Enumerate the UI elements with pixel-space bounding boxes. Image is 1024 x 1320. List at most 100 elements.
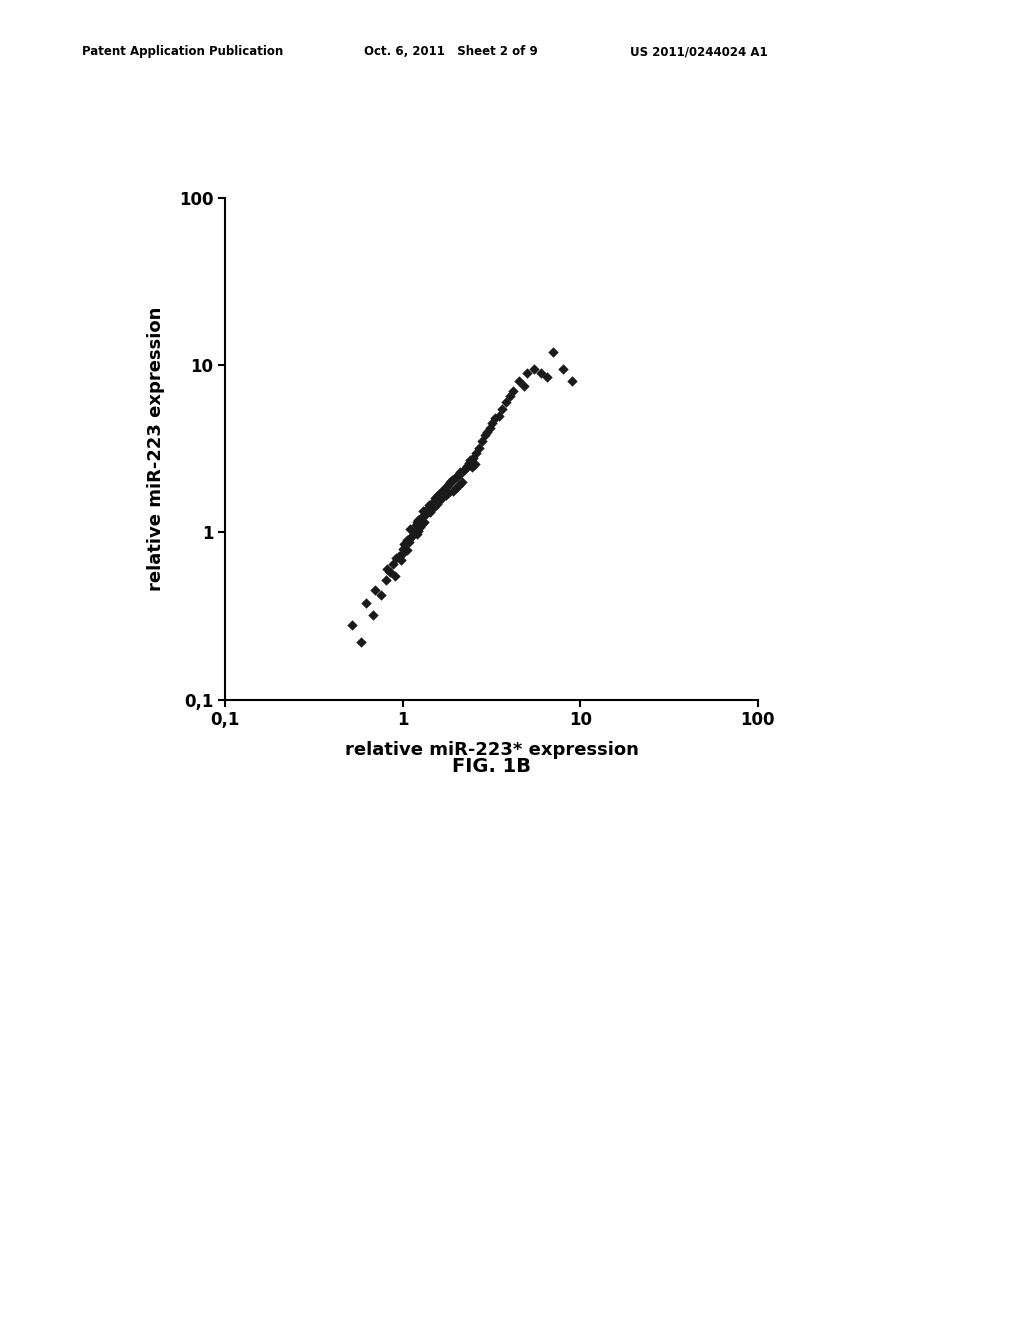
Point bbox=[518, 362, 535, 383]
Point bbox=[436, 477, 453, 498]
Point bbox=[461, 453, 477, 474]
Point bbox=[414, 513, 430, 535]
Point bbox=[446, 469, 463, 490]
Point bbox=[410, 510, 426, 531]
Point bbox=[418, 504, 434, 525]
Point bbox=[494, 399, 510, 420]
Point bbox=[412, 508, 428, 529]
Point bbox=[545, 342, 561, 363]
Point bbox=[352, 632, 369, 653]
Point bbox=[457, 458, 473, 479]
Point bbox=[476, 425, 493, 446]
Point bbox=[505, 380, 521, 401]
Point bbox=[423, 499, 439, 520]
Point bbox=[416, 512, 432, 533]
Point bbox=[406, 521, 422, 543]
Point bbox=[442, 471, 459, 492]
Point bbox=[373, 585, 389, 606]
Point bbox=[539, 367, 555, 388]
Point bbox=[564, 371, 581, 392]
Point bbox=[394, 539, 411, 560]
Point bbox=[390, 545, 407, 566]
Point bbox=[421, 495, 437, 516]
Point bbox=[439, 475, 456, 496]
Point bbox=[459, 455, 475, 477]
Point bbox=[452, 463, 468, 484]
Point bbox=[468, 442, 484, 463]
Point bbox=[428, 494, 444, 515]
Point bbox=[357, 593, 374, 614]
Text: Patent Application Publication: Patent Application Publication bbox=[82, 45, 284, 58]
Point bbox=[449, 466, 465, 487]
Point bbox=[433, 482, 450, 503]
Point bbox=[394, 543, 411, 564]
Point bbox=[420, 498, 436, 519]
Point bbox=[471, 437, 487, 458]
Point bbox=[532, 362, 549, 383]
Point bbox=[467, 454, 483, 475]
Point bbox=[449, 477, 465, 498]
Point bbox=[409, 512, 425, 533]
Point bbox=[451, 474, 467, 495]
Point bbox=[511, 371, 527, 392]
Point bbox=[430, 491, 446, 512]
Point bbox=[464, 457, 480, 478]
Point bbox=[432, 488, 449, 510]
Point bbox=[402, 519, 419, 540]
Point bbox=[465, 447, 481, 469]
Point bbox=[434, 487, 451, 508]
Point bbox=[379, 558, 395, 579]
Point bbox=[498, 392, 514, 413]
Point bbox=[428, 486, 444, 507]
Point bbox=[526, 358, 543, 379]
Point bbox=[393, 550, 410, 572]
Point bbox=[386, 565, 402, 586]
Point bbox=[484, 413, 501, 434]
Point bbox=[479, 421, 496, 442]
Point bbox=[444, 480, 461, 502]
Point bbox=[450, 465, 466, 486]
Point bbox=[410, 520, 426, 541]
Point bbox=[431, 483, 447, 504]
Point bbox=[502, 385, 518, 407]
Point bbox=[474, 430, 490, 451]
Text: FIG. 1B: FIG. 1B bbox=[452, 758, 531, 776]
Point bbox=[422, 502, 438, 523]
Point bbox=[403, 525, 420, 546]
Point bbox=[444, 470, 461, 491]
Point bbox=[462, 450, 478, 471]
Point bbox=[398, 540, 415, 561]
Point bbox=[440, 482, 457, 503]
Point bbox=[378, 569, 394, 590]
Point bbox=[492, 405, 508, 426]
Point bbox=[415, 500, 431, 521]
Point bbox=[412, 516, 428, 537]
Point bbox=[398, 529, 415, 550]
Point bbox=[385, 553, 401, 574]
Point bbox=[440, 474, 457, 495]
Point bbox=[454, 471, 470, 492]
Text: Oct. 6, 2011   Sheet 2 of 9: Oct. 6, 2011 Sheet 2 of 9 bbox=[364, 45, 538, 58]
Point bbox=[415, 506, 431, 527]
Point bbox=[456, 459, 472, 480]
Text: US 2011/0244024 A1: US 2011/0244024 A1 bbox=[630, 45, 767, 58]
X-axis label: relative miR-223* expression: relative miR-223* expression bbox=[345, 741, 638, 759]
Point bbox=[400, 531, 417, 552]
Point bbox=[408, 515, 424, 536]
Point bbox=[396, 533, 413, 554]
Point bbox=[402, 528, 419, 549]
Point bbox=[437, 484, 454, 506]
Point bbox=[482, 417, 499, 438]
Point bbox=[344, 614, 360, 635]
Point bbox=[382, 561, 398, 582]
Point bbox=[365, 605, 381, 626]
Point bbox=[426, 496, 442, 517]
Point bbox=[486, 408, 503, 429]
Point bbox=[427, 487, 443, 508]
Point bbox=[388, 548, 404, 569]
Y-axis label: relative miR-223 expression: relative miR-223 expression bbox=[147, 306, 165, 591]
Point bbox=[435, 479, 452, 500]
Point bbox=[452, 462, 468, 483]
Point bbox=[426, 490, 442, 511]
Point bbox=[409, 523, 425, 544]
